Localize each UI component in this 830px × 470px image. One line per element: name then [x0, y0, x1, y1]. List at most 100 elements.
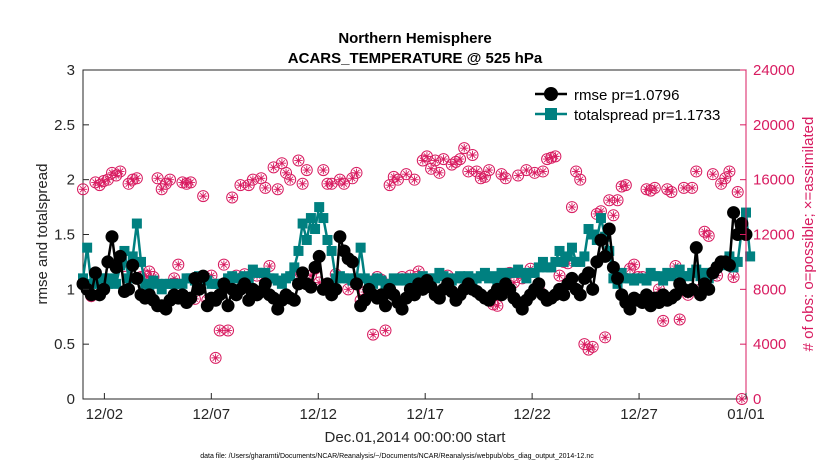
- obs-assimilated-marker: [78, 185, 88, 194]
- obs-possible-marker: [383, 179, 396, 192]
- obs-assimilated-marker: [455, 154, 465, 164]
- obs-possible-marker: [209, 351, 222, 364]
- totalspread-point: [102, 278, 113, 289]
- obs-possible-marker: [130, 172, 143, 185]
- obs-count-point: [565, 201, 578, 214]
- totalspread-point: [152, 278, 163, 289]
- obs-count-point: [706, 168, 719, 181]
- obs-possible-marker: [719, 172, 732, 185]
- rmse-point: [606, 260, 620, 274]
- totalspread-point: [587, 229, 598, 240]
- obs-possible-marker: [387, 170, 400, 183]
- obs-assimilated-marker: [103, 175, 113, 184]
- totalspread-point: [616, 267, 627, 278]
- obs-assimilated-marker: [265, 261, 274, 271]
- obs-assimilated-marker: [480, 172, 490, 182]
- obs-possible-marker: [267, 161, 280, 174]
- rmse-point: [689, 241, 703, 255]
- obs-possible-marker: [172, 258, 185, 271]
- obs-count-point: [325, 177, 338, 190]
- obs-count-point: [379, 324, 392, 337]
- y-tick-label: 1: [67, 281, 75, 298]
- rmse-point: [623, 302, 637, 316]
- obs-count-point: [271, 183, 284, 196]
- y2-tick-label: 8000: [753, 281, 786, 298]
- rmse-point: [122, 282, 136, 296]
- totalspread-point: [533, 262, 544, 273]
- rmse-point: [126, 258, 140, 272]
- obs-count-point: [574, 173, 587, 186]
- obs-count-point: [77, 183, 89, 196]
- obs-count-point: [259, 181, 272, 194]
- totalspread-point: [285, 271, 296, 282]
- rmse-point: [349, 277, 363, 291]
- rmse-point: [258, 277, 272, 291]
- legend-box: [529, 77, 737, 127]
- totalspread-point: [745, 251, 756, 262]
- obs-assimilated-marker: [244, 180, 253, 190]
- x-tick-label: 12/02: [86, 406, 124, 423]
- obs-count-point: [164, 173, 177, 186]
- rmse-point: [586, 282, 600, 296]
- rmse-point: [88, 266, 102, 280]
- totalspread-point: [326, 245, 337, 256]
- obs-possible-marker: [408, 173, 421, 186]
- obs-count-point: [246, 173, 259, 186]
- x-tick-label: 12/27: [620, 406, 658, 423]
- y-tick-label: 2.5: [54, 117, 75, 134]
- obs-count-point: [222, 324, 235, 337]
- obs-assimilated-marker: [198, 191, 208, 201]
- obs-possible-marker: [466, 148, 479, 161]
- totalspread-point: [123, 273, 134, 284]
- x-axis: 12/02 12/07 12/12 12/17 12/22 12/27 01/01: [86, 393, 765, 423]
- obs-assimilated-marker: [472, 167, 481, 176]
- obs-assimilated-marker: [306, 271, 316, 280]
- obs-possible-marker: [454, 153, 467, 166]
- obs-possible-marker: [425, 162, 438, 175]
- data-file-footnote: data file: /Users/gharamti/Documents/NCA…: [200, 453, 594, 460]
- obs-assimilated-marker: [663, 185, 672, 194]
- obs-possible-marker: [553, 269, 566, 282]
- rmse-point: [184, 291, 198, 305]
- obs-assimilated-marker: [215, 326, 224, 335]
- y2-tick-label: 12000: [753, 227, 795, 244]
- y-axis-left: 0 0.5 1 1.5 2 2.5 3: [54, 62, 89, 408]
- rmse-point: [565, 271, 579, 285]
- obs-possible-marker: [197, 190, 210, 203]
- rmse-point: [304, 280, 318, 294]
- obs-assimilated-marker: [588, 342, 597, 352]
- obs-count-point: [470, 165, 483, 178]
- obs-possible-marker: [690, 165, 703, 178]
- obs-possible-marker: [110, 169, 123, 182]
- obs-count-point: [702, 229, 715, 242]
- obs-assimilated-marker: [285, 175, 295, 184]
- obs-assimilated-marker: [281, 168, 291, 178]
- obs-possible-marker: [648, 181, 661, 194]
- obs-possible-marker: [292, 154, 305, 167]
- obs-assimilated-marker: [704, 231, 713, 241]
- rmse-point: [557, 288, 571, 302]
- obs-possible-marker: [106, 166, 119, 179]
- obs-assimilated-marker: [692, 167, 701, 176]
- obs-count-point: [657, 314, 670, 327]
- obs-assimilated-marker: [729, 272, 738, 282]
- x-axis-label: Dec.01,2014 00:00:00 start: [325, 429, 507, 446]
- obs-assimilated-marker: [91, 178, 100, 187]
- totalspread-point: [310, 224, 321, 235]
- obs-assimilated-marker: [248, 175, 258, 184]
- totalspread-point: [517, 267, 528, 278]
- obs-possible-marker: [77, 183, 89, 196]
- legend-spread-label: totalspread pr=1.1733: [574, 107, 720, 124]
- totalspread-point: [554, 245, 565, 256]
- obs-possible-marker: [114, 165, 127, 178]
- obs-possible-marker: [420, 150, 433, 163]
- obs-count-point: [172, 258, 185, 271]
- x-tick-label: 12/07: [193, 406, 231, 423]
- obs-assimilated-marker: [493, 301, 502, 310]
- obs-count-point: [197, 190, 210, 203]
- obs-assimilated-marker: [116, 167, 125, 176]
- obs-assimilated-marker: [621, 180, 631, 190]
- y2-tick-label: 0: [753, 391, 761, 408]
- rmse-point: [378, 299, 392, 313]
- totalspread-point: [537, 256, 548, 267]
